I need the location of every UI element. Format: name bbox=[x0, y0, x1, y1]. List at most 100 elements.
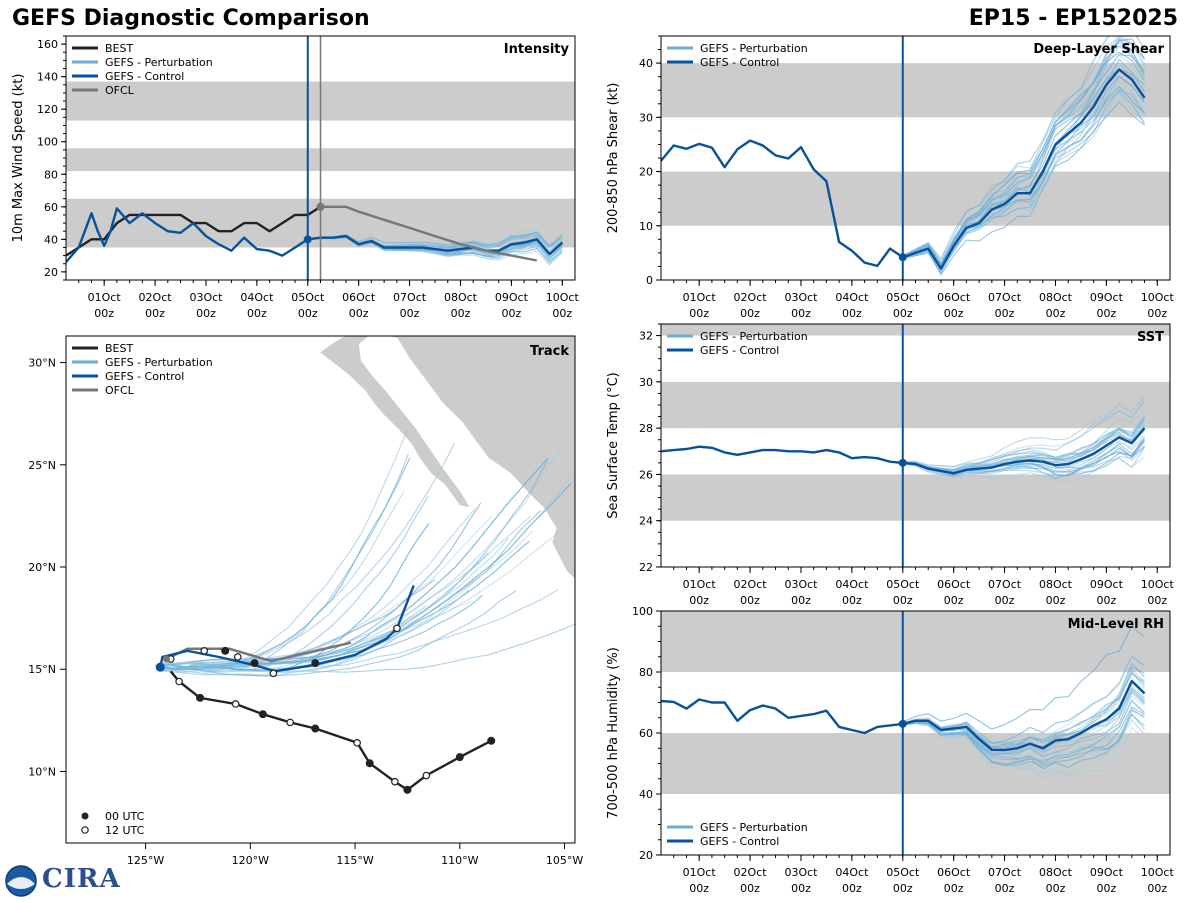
intensity-ensemble-member bbox=[307, 231, 563, 248]
sst-ytick-label: 26 bbox=[639, 468, 653, 481]
shear-ensemble-member bbox=[902, 90, 1145, 269]
shear-ensemble-member bbox=[902, 68, 1145, 270]
rh-xtick-day: 09Oct bbox=[1090, 866, 1124, 879]
sst-xtick-hour: 00z bbox=[944, 594, 964, 607]
sst-ensemble-member bbox=[902, 416, 1145, 471]
track-best-line bbox=[169, 670, 492, 792]
sst-xtick-day: 08Oct bbox=[1039, 578, 1073, 591]
sst-ytick-label: 32 bbox=[639, 330, 653, 343]
shear-xtick-day: 07Oct bbox=[988, 291, 1022, 304]
shear-xtick-hour: 00z bbox=[893, 307, 913, 320]
shear-ensemble-member bbox=[902, 38, 1145, 267]
intensity-control-init-point bbox=[303, 235, 312, 244]
best-track-point-00utc bbox=[258, 710, 267, 719]
rh-ensemble-member bbox=[902, 689, 1145, 748]
legend-label: GEFS - Control bbox=[105, 70, 184, 83]
control-track-point-12utc bbox=[393, 624, 401, 633]
storm-id-title: EP15 - EP152025 bbox=[968, 6, 1178, 31]
rh-xtick-day: 10Oct bbox=[1141, 866, 1175, 879]
ofcl-init-point bbox=[316, 202, 325, 211]
track-panel: 125°W 120°W 115°W 110°W 105°W 10°N 15°N 20°N 25°… bbox=[28, 335, 583, 867]
intensity-ensemble-member bbox=[307, 237, 563, 256]
sst-ytick-label: 22 bbox=[639, 561, 653, 574]
sst-panel-title: SST bbox=[1137, 330, 1164, 345]
shear-control-init-point bbox=[898, 253, 907, 262]
sst-ensemble-member bbox=[902, 417, 1145, 468]
rh-ensemble-member bbox=[902, 662, 1145, 749]
legend-label: GEFS - Control bbox=[700, 56, 779, 69]
rh-ensemble-member bbox=[902, 670, 1145, 751]
intensity-xtick-hour: 00z bbox=[298, 307, 318, 320]
track-ensemble-member bbox=[165, 594, 484, 671]
rh-frame bbox=[660, 610, 1171, 856]
control-track-point-12utc bbox=[233, 653, 242, 661]
legend-label: GEFS - Perturbation bbox=[700, 330, 808, 343]
control-track-point-12utc bbox=[166, 655, 175, 663]
shear-xtick-hour: 00z bbox=[842, 307, 862, 320]
shear-xtick-day: 08Oct bbox=[1039, 291, 1073, 304]
intensity-series-gefs-control bbox=[66, 207, 564, 263]
sst-xtick-day: 06Oct bbox=[937, 578, 971, 591]
shear-ensemble-member bbox=[902, 36, 1145, 264]
rh-series-gefs-control bbox=[661, 679, 1146, 752]
track-ensemble-member bbox=[158, 443, 565, 670]
shear-ytick-label: 20 bbox=[639, 166, 653, 179]
best-track-point-12utc bbox=[391, 777, 399, 786]
sst-xtick-hour: 00z bbox=[1147, 594, 1167, 607]
rh-xtick-hour: 00z bbox=[995, 882, 1015, 895]
rh-ensemble-member bbox=[902, 698, 1145, 763]
track-ensemble-member bbox=[163, 482, 572, 670]
shear-band bbox=[661, 63, 1170, 118]
rh-ytick-label: 100 bbox=[632, 605, 653, 618]
rh-xtick-day: 06Oct bbox=[937, 866, 971, 879]
shear-ensemble-member bbox=[902, 58, 1145, 272]
intensity-xtick-day: 09Oct bbox=[495, 291, 529, 304]
intensity-xtick-hour: 00z bbox=[349, 307, 369, 320]
track-ensemble-member bbox=[158, 589, 559, 672]
shear-ensemble-member bbox=[902, 86, 1145, 267]
intensity-ytick-label: 160 bbox=[37, 38, 58, 51]
rh-ensemble-member bbox=[902, 722, 1145, 777]
shear-xtick-hour: 00z bbox=[1147, 307, 1167, 320]
sst-ensemble-member bbox=[902, 395, 1145, 470]
legend-label: GEFS - Perturbation bbox=[105, 356, 213, 369]
shear-ensemble-member bbox=[902, 75, 1145, 274]
sst-ylabel: Sea Surface Temp (°C) bbox=[606, 372, 621, 519]
shear-ensemble-member bbox=[902, 54, 1145, 265]
cira-logo: CIRA bbox=[4, 864, 120, 898]
intensity-ytick-label: 100 bbox=[37, 136, 58, 149]
best-track-point-12utc bbox=[286, 718, 294, 727]
sst-ensemble-member bbox=[902, 436, 1145, 479]
shear-xtick-day: 05Oct bbox=[886, 291, 920, 304]
rh-xtick-day: 05Oct bbox=[886, 866, 920, 879]
rh-xtick-day: 07Oct bbox=[988, 866, 1022, 879]
track-ytick-label: 25°N bbox=[28, 459, 56, 472]
intensity-panel-title: Intensity bbox=[504, 42, 570, 57]
sst-ensemble-member bbox=[902, 425, 1145, 474]
shear-xtick-day: 03Oct bbox=[784, 291, 818, 304]
sst-ensemble-member bbox=[902, 413, 1145, 476]
intensity-ensemble-member bbox=[307, 236, 563, 257]
shear-xtick-hour: 00z bbox=[689, 307, 709, 320]
page-title: GEFS Diagnostic Comparison bbox=[12, 6, 370, 31]
intensity-ensemble-member bbox=[307, 236, 563, 261]
rh-ensemble-member bbox=[902, 687, 1145, 752]
intensity-ylabel: 10m Max Wind Speed (kt) bbox=[11, 74, 26, 243]
sst-xtick-day: 04Oct bbox=[835, 578, 869, 591]
rh-ensemble-member bbox=[902, 655, 1145, 744]
intensity-ytick-label: 80 bbox=[44, 168, 58, 181]
intensity-xtick-hour: 00z bbox=[94, 307, 114, 320]
sst-xtick-day: 10Oct bbox=[1141, 578, 1175, 591]
sst-band bbox=[661, 474, 1170, 521]
track-ensemble-member bbox=[163, 623, 575, 673]
track-ensemble-member bbox=[156, 540, 530, 668]
shear-ensemble-member bbox=[902, 39, 1145, 266]
sst-xtick-hour: 00z bbox=[1046, 594, 1066, 607]
intensity-plot-area bbox=[66, 81, 575, 266]
sst-plot-area bbox=[661, 324, 1170, 521]
sst-xtick-day: 05Oct bbox=[886, 578, 920, 591]
intensity-xtick-hour: 00z bbox=[400, 307, 420, 320]
sst-xtick-day: 03Oct bbox=[784, 578, 818, 591]
track-ensemble-member bbox=[162, 457, 411, 670]
rh-ensemble-member bbox=[902, 707, 1145, 759]
